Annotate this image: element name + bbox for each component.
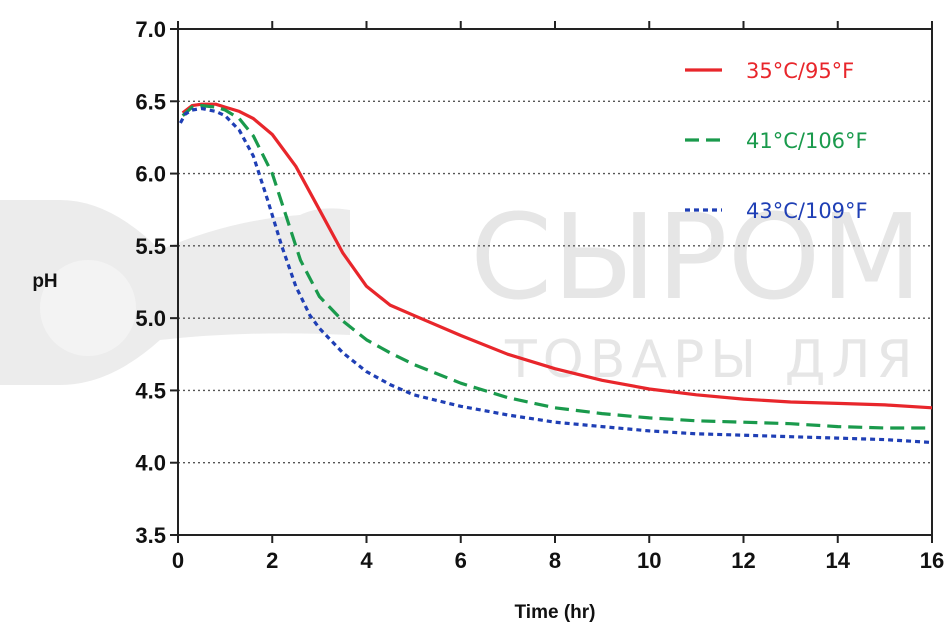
x-tick-label-8: 16 bbox=[920, 548, 944, 573]
y-tick-label-2: 4.5 bbox=[135, 378, 166, 403]
grid-layer bbox=[178, 100, 932, 464]
watermark-logo-circle bbox=[40, 260, 136, 356]
y-tick-label-7: 7.0 bbox=[135, 17, 166, 42]
x-tick-label-3: 6 bbox=[455, 548, 467, 573]
y-tick-label-0: 3.5 bbox=[135, 523, 166, 548]
y-tick-label-1: 4.0 bbox=[135, 451, 166, 476]
x-tick-label-6: 12 bbox=[731, 548, 755, 573]
series-layer bbox=[178, 102, 933, 445]
x-tick-label-1: 2 bbox=[266, 548, 278, 573]
series-line-0 bbox=[181, 102, 933, 410]
x-tick-label-2: 4 bbox=[360, 548, 373, 573]
y-tick-label-5: 6.0 bbox=[135, 162, 166, 187]
y-axis-title: pH bbox=[32, 271, 57, 292]
series-line-2 bbox=[178, 106, 933, 445]
legend-label-2: 43°C/109°F bbox=[746, 199, 868, 223]
legend-label-0: 35°C/95°F bbox=[746, 59, 854, 83]
legend: 35°C/95°F 41°C/106°F 43°C/109°F bbox=[685, 59, 868, 223]
y-tick-label-6: 6.5 bbox=[135, 89, 166, 114]
y-tick-label-3: 5.0 bbox=[135, 306, 166, 331]
x-tick-label-7: 14 bbox=[826, 548, 851, 573]
x-tick-label-0: 0 bbox=[172, 548, 184, 573]
x-axis-title: Time (hr) bbox=[515, 602, 596, 623]
series-line-1 bbox=[181, 104, 932, 430]
x-tick-label-5: 10 bbox=[637, 548, 661, 573]
watermark-line2: ТОВАРЫ ДЛЯ bbox=[504, 330, 919, 390]
x-tick-label-4: 8 bbox=[549, 548, 561, 573]
y-tick-label-4: 5.5 bbox=[135, 234, 166, 259]
legend-label-1: 41°C/106°F bbox=[746, 129, 868, 153]
axes-layer: 3.5 4.0 4.5 5.0 5.5 6.0 6.5 7.0 0 2 4 6 8 10 12 14 16 bbox=[135, 17, 944, 573]
